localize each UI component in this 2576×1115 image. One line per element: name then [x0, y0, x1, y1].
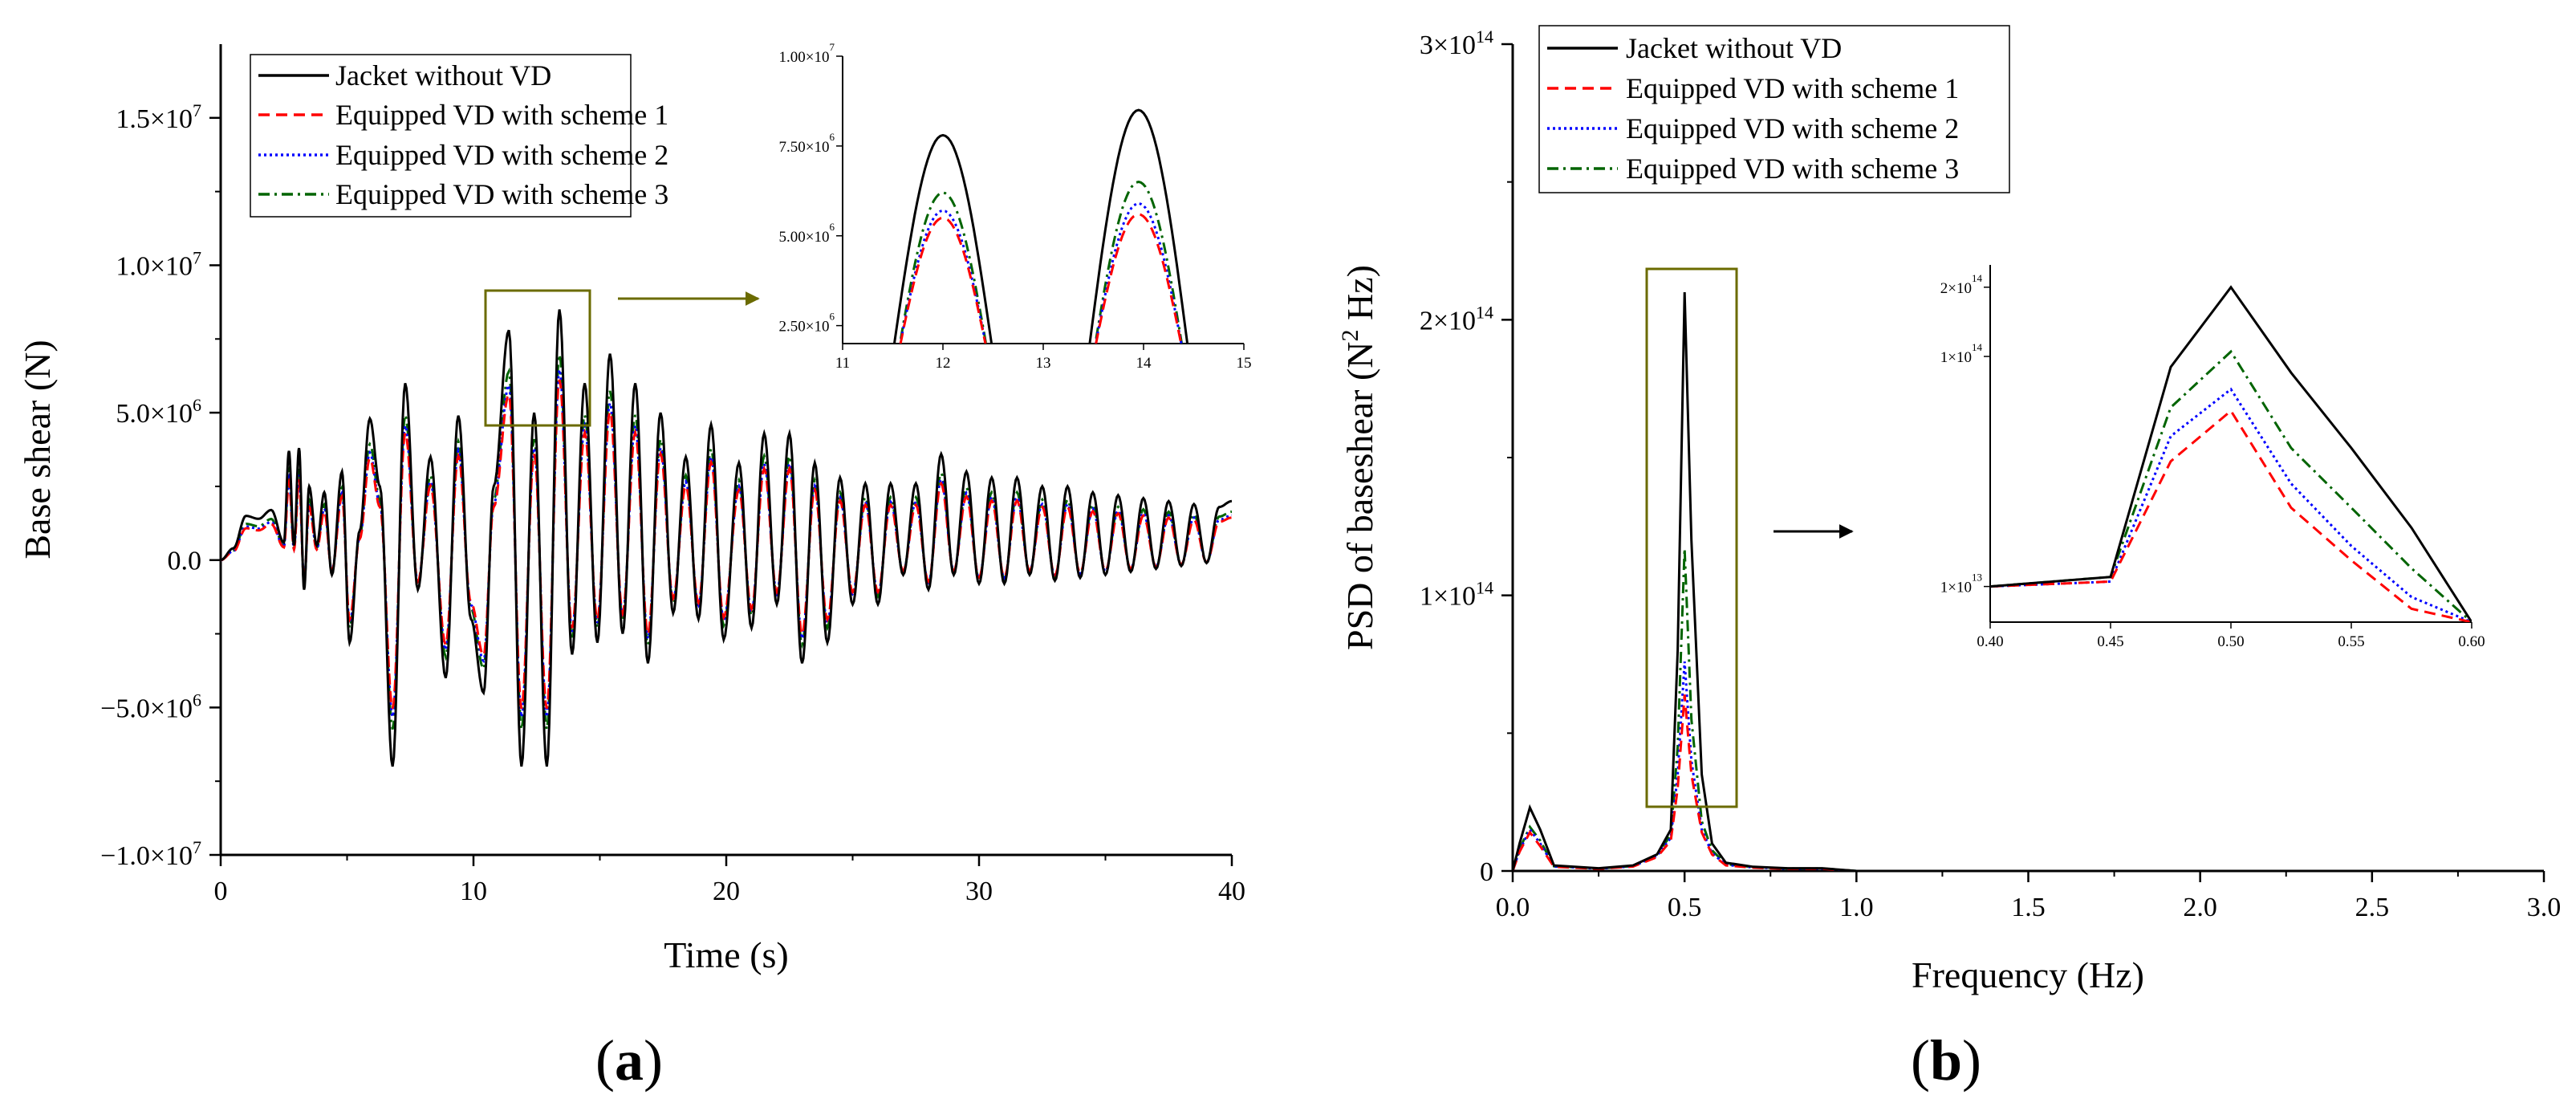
legend-a-label-2: Equipped VD with scheme 2: [335, 139, 668, 171]
a-inset-line-1-1: [1095, 213, 1183, 344]
a-inset-line-0-1: [1088, 108, 1189, 344]
b-ytick-label: 3×1014: [1420, 26, 1493, 60]
a-inset-xtick-label: 14: [1136, 355, 1152, 372]
a-ytick-label: −1.0×107: [100, 837, 201, 871]
a-series-line-3: [221, 354, 1232, 730]
a-ytick-label: 5.0×106: [116, 395, 201, 429]
panel-b-inset-series: [1990, 285, 2472, 622]
b-series-line-1: [1513, 694, 2544, 871]
a-xtick-label: 40: [1218, 877, 1245, 906]
b-xtick-label: 1.0: [1839, 893, 1874, 922]
a-inset-xtick-label: 15: [1237, 355, 1252, 372]
b-ytick-label: 2×1014: [1420, 302, 1493, 336]
a-xtick-label: 30: [965, 877, 993, 906]
panel-b-label: (b): [1911, 1028, 1981, 1093]
panel-a-zoom-box: [484, 289, 591, 427]
b-xtick-label: 2.5: [2355, 893, 2390, 922]
panel-a-y-title: Base shear (N): [17, 340, 58, 559]
panel-a: −1.0×107 −5.0×106 0.0 5.0×106 1.0×107 1.5×107…: [17, 41, 1252, 1093]
a-inset-xtick-label: 12: [936, 355, 951, 372]
panel-b-x-ticks: 0.0 0.5 1.0 1.5 2.0 2.5 3.0: [1496, 871, 2562, 922]
legend-a-label-1: Equipped VD with scheme 1: [335, 99, 668, 131]
legend-b-label-2: Equipped VD with scheme 2: [1626, 112, 1959, 144]
b-xtick-label: 0.5: [1668, 893, 1702, 922]
panel-a-inset-ticks: 2.50×106 5.00×106 7.50×106 1.00×107 11 12 13 14…: [779, 41, 1252, 372]
b-xtick-label: 0.0: [1496, 893, 1530, 922]
panel-b: 0 1×1014 2×1014 3×1014 0.0 0.5 1.0 1.5 2.0 2.5 3.…: [1337, 25, 2562, 1093]
a-inset-ytick-label: 5.00×106: [779, 221, 835, 246]
b-inset-line-1: [1990, 409, 2472, 622]
b-series-line-3: [1513, 548, 2544, 871]
a-inset-line-0-0: [892, 133, 993, 344]
b-inset-line-2: [1990, 387, 2472, 622]
a-ytick-label: 1.5×107: [116, 100, 201, 134]
panel-a-series: [221, 309, 1232, 767]
panel-a-label: (a): [595, 1028, 663, 1093]
b-inset-xtick-label: 0.60: [2458, 633, 2485, 650]
b-inset-xtick-label: 0.50: [2217, 633, 2244, 650]
legend-b-label-3: Equipped VD with scheme 3: [1626, 153, 1959, 185]
b-inset-ytick-label: 1×1014: [1940, 341, 1983, 366]
panel-b-legend: Jacket without VD Equipped VD with schem…: [1538, 25, 2010, 193]
panel-b-legend-box: [1538, 25, 2010, 193]
panel-a-legend-box: [250, 54, 632, 218]
a-inset-ytick-label: 1.00×107: [779, 41, 835, 66]
panel-b-y-ticks: 0 1×1014 2×1014 3×1014: [1420, 26, 1513, 887]
a-inset-line-3-1: [1094, 181, 1184, 344]
b-inset-xtick-label: 0.40: [1977, 633, 2003, 650]
a-inset-xtick-label: 11: [835, 355, 850, 372]
panel-a-x-ticks: 0 10 20 30 40: [214, 855, 1245, 906]
a-inset-ytick-label: 7.50×106: [779, 131, 835, 156]
legend-a-label-0: Jacket without VD: [335, 59, 551, 92]
panel-a-legend: Jacket without VD Equipped VD with schem…: [250, 54, 668, 218]
a-xtick-label: 10: [460, 877, 487, 906]
panel-b-y-title: PSD of baseshear (N2 Hz): [1337, 265, 1380, 650]
a-inset-ytick-label: 2.50×106: [779, 311, 835, 336]
a-ytick-label: 0.0: [168, 547, 202, 576]
b-inset-line-0: [1990, 285, 2472, 622]
panel-b-series: [1513, 291, 2544, 871]
a-inset-line-1-0: [899, 216, 987, 344]
legend-b-label-1: Equipped VD with scheme 1: [1626, 72, 1959, 104]
panel-b-x-title: Frequency (Hz): [1912, 954, 2144, 995]
a-xtick-label: 20: [713, 877, 740, 906]
a-inset-line-3-0: [898, 191, 988, 344]
panel-b-inset-ticks: 1×1013 1×1014 2×1014 0.40 0.45 0.50 0.55 0.60: [1940, 272, 2485, 650]
a-ytick-label: −5.0×106: [100, 690, 201, 723]
b-xtick-label: 3.0: [2527, 893, 2562, 922]
b-xtick-label: 1.5: [2011, 893, 2046, 922]
a-inset-line-2-1: [1094, 201, 1183, 344]
panel-a-y-ticks: −1.0×107 −5.0×106 0.0 5.0×106 1.0×107 1.5×107: [100, 100, 221, 871]
panel-a-x-title: Time (s): [664, 934, 789, 975]
b-series-line-0: [1513, 291, 2544, 871]
b-inset-xtick-label: 0.45: [2097, 633, 2123, 650]
a-ytick-label: 1.0×107: [116, 247, 201, 281]
a-series-line-0: [221, 309, 1232, 767]
b-inset-line-3: [1990, 349, 2472, 622]
panel-b-zoom-box: [1645, 267, 1738, 808]
b-xtick-label: 2.0: [2183, 893, 2217, 922]
b-ytick-label: 1×1014: [1420, 578, 1493, 612]
a-xtick-label: 0: [214, 877, 228, 906]
panel-b-inset: 1×1013 1×1014 2×1014 0.40 0.45 0.50 0.55 0.60: [1940, 265, 2485, 650]
panel-a-inset: 2.50×106 5.00×106 7.50×106 1.00×107 11 12 13 14…: [779, 41, 1252, 372]
a-inset-xtick-label: 13: [1036, 355, 1051, 372]
legend-a-label-3: Equipped VD with scheme 3: [335, 178, 668, 210]
b-inset-ytick-label: 1×1013: [1940, 572, 1982, 596]
panel-a-inset-series: [892, 108, 1189, 344]
legend-b-label-0: Jacket without VD: [1626, 32, 1842, 64]
b-ytick-label: 0: [1480, 857, 1493, 887]
b-inset-ytick-label: 2×1014: [1940, 272, 1983, 297]
b-inset-xtick-label: 0.55: [2338, 633, 2364, 650]
